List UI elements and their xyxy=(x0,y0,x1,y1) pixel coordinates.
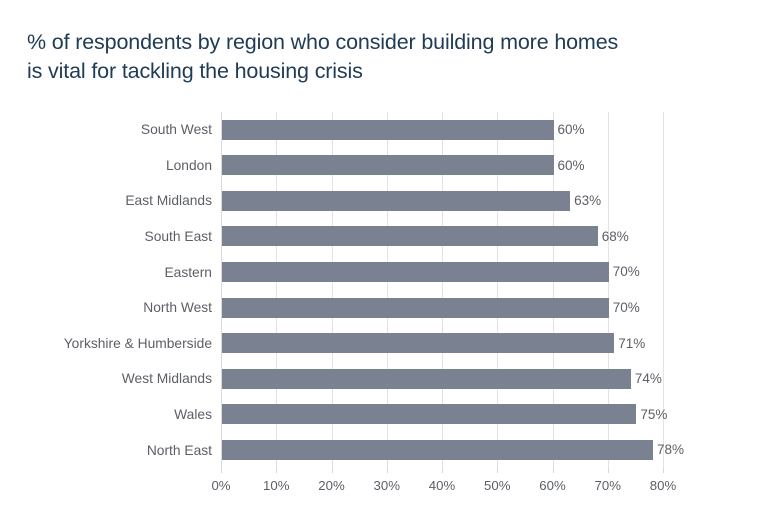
bar[interactable] xyxy=(222,190,571,211)
x-axis-tick-mark xyxy=(552,468,554,473)
x-axis-tick-label: 40% xyxy=(428,478,456,493)
x-axis-tick-label: 30% xyxy=(373,478,400,493)
bar[interactable] xyxy=(222,119,554,140)
gridline-20pct xyxy=(331,112,333,468)
bar[interactable] xyxy=(222,439,653,460)
bar-row[interactable]: 60% xyxy=(221,112,663,148)
x-axis-tick-label: 50% xyxy=(484,478,511,493)
gridline-80pct xyxy=(663,112,664,468)
y-axis-label: North West xyxy=(143,300,212,316)
bar-row[interactable]: 74% xyxy=(221,361,663,397)
bar-value-label: 68% xyxy=(601,228,629,244)
bar-value-label: 60% xyxy=(557,122,585,137)
bar-value-label: 75% xyxy=(640,406,668,422)
gridline-70pct xyxy=(607,112,609,468)
bar[interactable] xyxy=(222,226,598,247)
y-axis-label: East Midlands xyxy=(125,193,212,209)
x-axis-tick-label: 80% xyxy=(649,478,677,493)
bar-value-label: 71% xyxy=(618,335,646,351)
bar-row[interactable]: 75% xyxy=(221,397,667,433)
bar-series: 60% 60% 63% 68% 70% 70% 71% 74% 75% 78% xyxy=(221,112,684,468)
bar-row[interactable]: 63% xyxy=(221,183,663,219)
y-axis-label: West Midlands xyxy=(121,371,212,387)
gridline-50pct xyxy=(497,112,499,468)
bar-value-label: 70% xyxy=(612,300,640,315)
gridline-10pct xyxy=(276,112,278,468)
bar-row[interactable]: 71% xyxy=(221,326,663,362)
x-axis-tick-label: 70% xyxy=(594,478,621,493)
x-axis-tick-mark xyxy=(221,468,222,473)
y-axis-label: Wales xyxy=(174,407,212,423)
x-axis-tick-mark xyxy=(386,468,388,473)
bar[interactable] xyxy=(222,155,554,176)
bar[interactable] xyxy=(222,297,609,318)
y-axis-label: South West xyxy=(140,122,212,138)
y-axis-label: Eastern xyxy=(164,264,212,280)
gridline-60pct xyxy=(552,112,554,468)
bar-row[interactable]: 70% xyxy=(221,290,663,326)
gridline-0pct xyxy=(221,112,222,468)
x-axis-tick-mark xyxy=(607,468,609,473)
x-axis-tick-mark xyxy=(442,468,443,473)
bar-row[interactable]: 60% xyxy=(221,148,663,184)
bar-value-label: 60% xyxy=(557,157,585,173)
x-axis-tick-mark xyxy=(663,468,664,473)
y-axis-category-labels: South West London East Midlands South East E… xyxy=(0,112,212,468)
bar-value-label: 63% xyxy=(574,193,602,209)
bar-row[interactable]: 78% xyxy=(221,432,684,468)
bar[interactable] xyxy=(222,261,609,282)
bar-value-label: 70% xyxy=(612,264,640,280)
bar-row[interactable]: 70% xyxy=(221,254,663,290)
x-axis-tick-mark xyxy=(331,468,333,473)
x-axis-tick-label: 10% xyxy=(263,478,290,493)
x-axis-tick-mark xyxy=(497,468,499,473)
y-axis-label: London xyxy=(165,157,212,173)
bar[interactable] xyxy=(222,404,637,425)
y-axis-label: North East xyxy=(146,442,212,458)
bar[interactable] xyxy=(222,368,631,389)
x-axis-tick-label: 20% xyxy=(318,478,345,493)
x-axis-ticks: 0% 10% 20% 30% 40% 50% 60% 70% 80% xyxy=(211,468,676,508)
bar[interactable] xyxy=(222,333,615,354)
bar-value-label: 78% xyxy=(656,442,684,458)
plot-gridlines xyxy=(221,112,664,468)
gridline-30pct xyxy=(386,112,388,468)
gridline-40pct xyxy=(442,112,443,468)
y-axis-label: Yorkshire & Humberside xyxy=(63,335,212,351)
x-axis-tick-label: 60% xyxy=(539,478,566,493)
bar-row[interactable]: 68% xyxy=(221,219,663,255)
chart-title: % of respondents by region who consider … xyxy=(27,30,619,83)
y-axis-label: South East xyxy=(144,229,213,245)
bar-value-label: 74% xyxy=(634,371,662,387)
x-axis-tick-mark xyxy=(276,468,278,473)
x-axis-tick-label: 0% xyxy=(211,478,231,493)
